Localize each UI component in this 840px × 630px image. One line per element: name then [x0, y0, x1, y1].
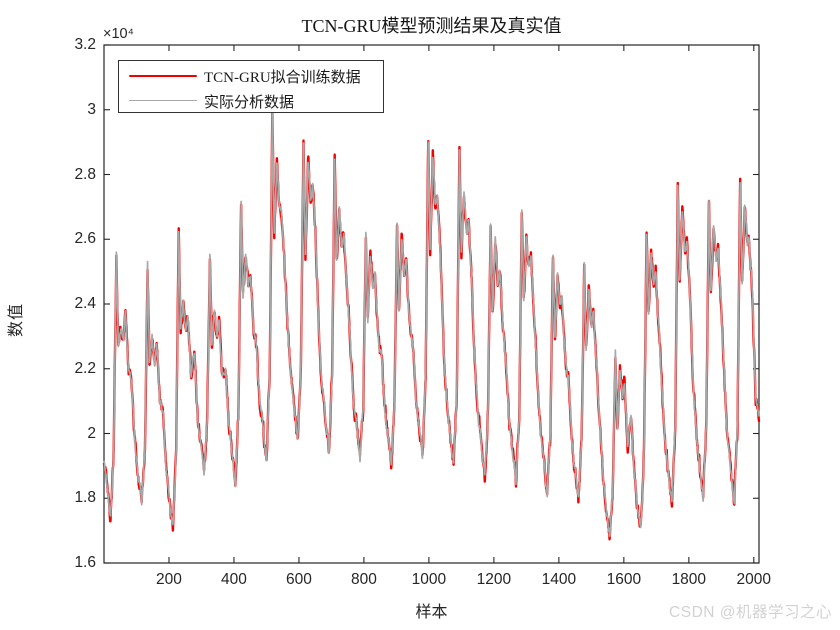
legend-label-model: TCN-GRU拟合训练数据 [204, 70, 361, 86]
y-tick-label-1.8: 1.8 [74, 489, 96, 507]
y-tick-label-2.2: 2.2 [74, 359, 96, 377]
x-tick-label-800: 800 [350, 571, 377, 588]
legend-label-actual: 实际分析数据 [204, 95, 295, 111]
x-tick-label-600: 600 [286, 571, 312, 588]
y-axis-multiplier: ×10⁴ [103, 26, 134, 42]
chart-title: TCN-GRU模型预测结果及真实值 [301, 16, 562, 36]
y-tick-label-2.6: 2.6 [74, 230, 96, 248]
y-tick-label-3: 3 [87, 100, 96, 118]
x-tick-label-200: 200 [156, 571, 182, 588]
series-line-actual [103, 112, 760, 538]
y-tick-label-1.6: 1.6 [74, 554, 96, 571]
legend-box: TCN-GRU拟合训练数据 实际分析数据 [118, 60, 384, 113]
x-tick-label-1200: 1200 [476, 571, 512, 588]
legend-line-actual [129, 100, 197, 101]
x-axis-label: 样本 [415, 604, 448, 621]
x-tick-label-400: 400 [221, 571, 247, 588]
x-tick-label-1000: 1000 [411, 571, 447, 588]
y-tick-label-3.2: 3.2 [74, 36, 96, 53]
y-tick-label-2: 2 [87, 424, 96, 442]
y-tick-label-2.4: 2.4 [74, 295, 96, 312]
watermark-text: CSDN @机器学习之心 [669, 604, 832, 621]
x-tick-label-1400: 1400 [541, 571, 577, 588]
axes-box [103, 44, 760, 564]
legend-entry-actual: 实际分析数据 [119, 88, 383, 114]
legend-entry-model: TCN-GRU拟合训练数据 [119, 63, 383, 89]
y-tick-label-2.8: 2.8 [74, 165, 96, 183]
x-tick-label-1800: 1800 [671, 571, 707, 588]
x-tick-label-2000: 2000 [736, 571, 772, 588]
legend-line-model [129, 75, 197, 77]
x-tick-label-1600: 1600 [606, 571, 642, 588]
